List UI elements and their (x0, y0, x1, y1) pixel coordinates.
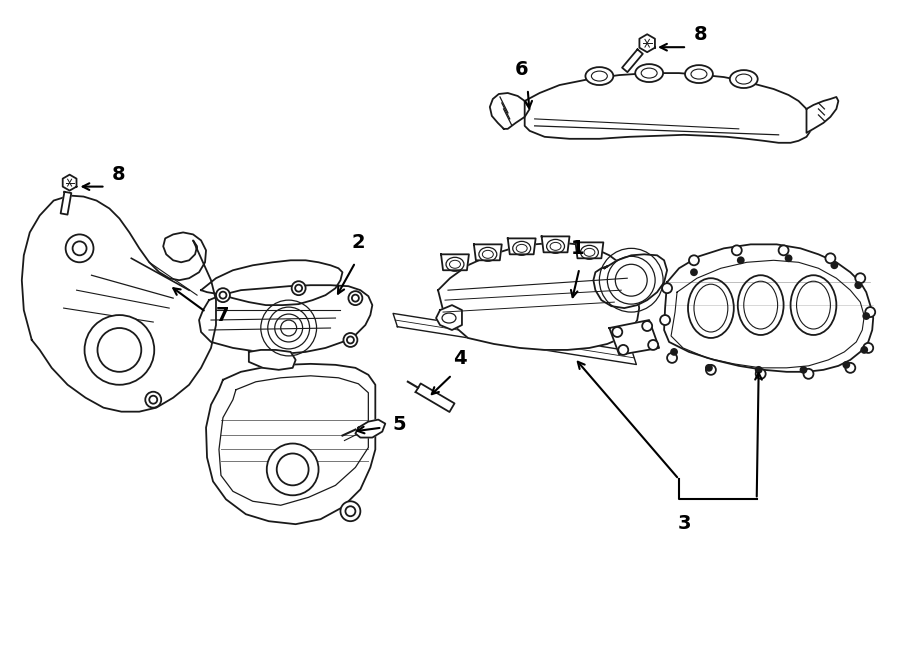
Ellipse shape (730, 70, 758, 88)
Polygon shape (416, 383, 454, 412)
Circle shape (689, 255, 699, 265)
Circle shape (216, 288, 230, 302)
Text: 3: 3 (678, 514, 691, 533)
Text: 7: 7 (216, 305, 230, 325)
Text: 8: 8 (694, 25, 707, 44)
Polygon shape (575, 243, 603, 258)
Circle shape (800, 367, 806, 373)
Polygon shape (248, 350, 296, 370)
Polygon shape (206, 364, 375, 524)
Circle shape (348, 291, 363, 305)
Circle shape (643, 321, 652, 331)
Polygon shape (441, 254, 469, 270)
Polygon shape (219, 376, 368, 505)
Circle shape (266, 444, 319, 495)
Polygon shape (622, 50, 643, 72)
Circle shape (660, 315, 670, 325)
Circle shape (843, 362, 850, 368)
Ellipse shape (585, 67, 613, 85)
Polygon shape (664, 245, 873, 372)
Circle shape (691, 269, 697, 275)
Circle shape (855, 273, 865, 283)
Text: 8: 8 (112, 165, 125, 184)
Text: 6: 6 (515, 60, 528, 79)
Circle shape (85, 315, 154, 385)
Circle shape (804, 369, 814, 379)
Circle shape (667, 353, 677, 363)
Circle shape (292, 281, 306, 295)
Circle shape (344, 333, 357, 347)
Ellipse shape (738, 275, 784, 335)
Polygon shape (393, 313, 636, 364)
Circle shape (863, 313, 869, 319)
Polygon shape (639, 34, 655, 52)
Ellipse shape (685, 65, 713, 83)
Polygon shape (63, 175, 76, 190)
Circle shape (855, 282, 861, 288)
Polygon shape (474, 245, 502, 260)
Circle shape (778, 245, 788, 255)
Text: 2: 2 (352, 233, 365, 253)
Circle shape (832, 262, 837, 268)
Ellipse shape (635, 64, 663, 82)
Polygon shape (438, 243, 639, 350)
Text: 4: 4 (453, 349, 467, 368)
Polygon shape (806, 97, 839, 133)
Polygon shape (436, 305, 462, 330)
Circle shape (671, 349, 677, 355)
Circle shape (825, 253, 835, 263)
Polygon shape (490, 93, 530, 129)
Circle shape (612, 327, 622, 337)
Polygon shape (508, 239, 536, 254)
Circle shape (66, 235, 94, 262)
Circle shape (865, 307, 875, 317)
Circle shape (861, 347, 868, 353)
Circle shape (863, 343, 873, 353)
Circle shape (756, 367, 761, 373)
Circle shape (662, 283, 672, 293)
Circle shape (706, 365, 716, 375)
Text: 1: 1 (571, 239, 584, 258)
Circle shape (340, 501, 360, 521)
Circle shape (786, 255, 792, 261)
Ellipse shape (790, 275, 836, 335)
Circle shape (618, 345, 628, 355)
Polygon shape (356, 420, 385, 438)
Ellipse shape (688, 278, 734, 338)
Circle shape (706, 365, 712, 371)
Polygon shape (201, 260, 343, 305)
Circle shape (648, 340, 658, 350)
Circle shape (756, 369, 766, 379)
Circle shape (845, 363, 855, 373)
Polygon shape (593, 254, 667, 308)
Polygon shape (60, 192, 71, 215)
Text: 5: 5 (392, 415, 406, 434)
Polygon shape (199, 285, 373, 354)
Circle shape (145, 392, 161, 408)
Circle shape (732, 245, 742, 255)
Polygon shape (542, 237, 570, 253)
Polygon shape (22, 196, 216, 412)
Polygon shape (525, 73, 814, 143)
Polygon shape (609, 320, 659, 355)
Circle shape (738, 257, 743, 263)
